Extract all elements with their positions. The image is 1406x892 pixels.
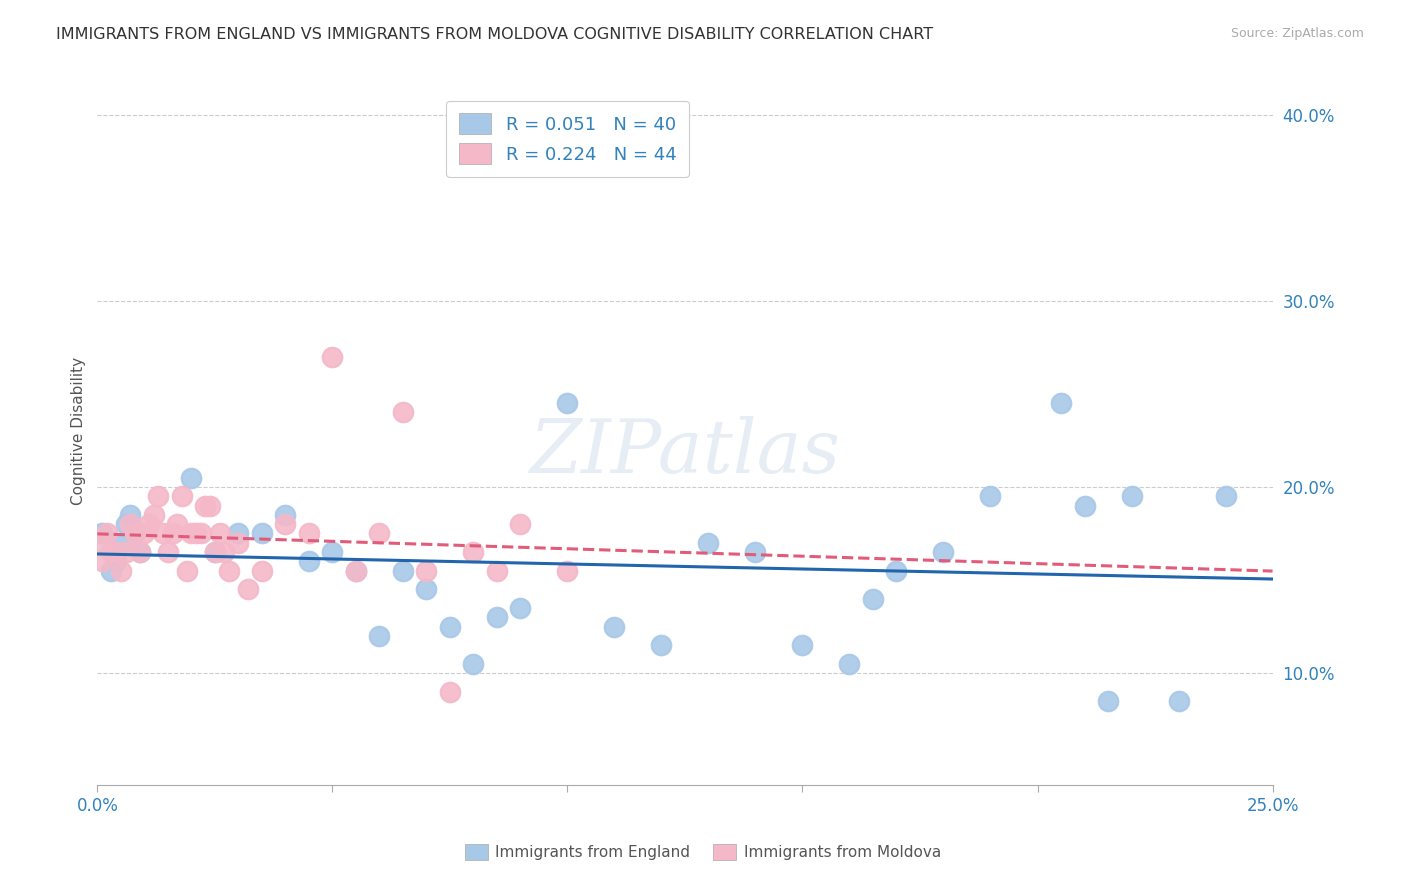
Point [204, 545, 226, 559]
Point [120, 508, 142, 522]
Point [1167, 694, 1189, 708]
Point [886, 564, 908, 578]
Point [170, 489, 193, 503]
Point [321, 545, 343, 559]
Point [650, 638, 672, 652]
Point [697, 535, 720, 549]
Point [110, 564, 132, 578]
Point [218, 564, 240, 578]
Point [509, 517, 531, 532]
Point [236, 582, 259, 597]
Point [1097, 694, 1119, 708]
Point [862, 591, 884, 606]
Point [344, 564, 367, 578]
Point [932, 545, 955, 559]
Point [979, 489, 1001, 503]
Point [228, 526, 250, 541]
Point [114, 545, 136, 559]
Point [463, 545, 485, 559]
Point [91, 554, 114, 568]
Point [485, 564, 508, 578]
Point [298, 526, 321, 541]
Point [124, 526, 146, 541]
Point [91, 526, 114, 541]
Point [114, 517, 136, 532]
Point [392, 564, 415, 578]
Point [214, 545, 236, 559]
Point [463, 657, 485, 671]
Point [274, 517, 297, 532]
Point [190, 526, 212, 541]
Point [204, 545, 226, 559]
Point [1215, 489, 1237, 503]
Point [298, 554, 321, 568]
Point [415, 564, 437, 578]
Point [228, 535, 250, 549]
Point [156, 545, 179, 559]
Point [128, 545, 150, 559]
Point [148, 489, 170, 503]
Point [105, 554, 128, 568]
Point [1121, 489, 1143, 503]
Legend: Immigrants from England, Immigrants from Moldova: Immigrants from England, Immigrants from… [458, 838, 948, 866]
Point [176, 564, 198, 578]
Point [1073, 499, 1095, 513]
Point [100, 564, 122, 578]
Y-axis label: Cognitive Disability: Cognitive Disability [72, 357, 86, 505]
Point [392, 405, 415, 419]
Point [250, 526, 273, 541]
Point [557, 564, 579, 578]
Point [368, 629, 391, 643]
Point [120, 517, 142, 532]
Point [128, 545, 150, 559]
Point [184, 526, 207, 541]
Point [96, 526, 118, 541]
Point [1050, 396, 1073, 410]
Legend: R = 0.051   N = 40, R = 0.224   N = 44: R = 0.051 N = 40, R = 0.224 N = 44 [446, 101, 689, 177]
Point [198, 499, 221, 513]
Point [603, 619, 626, 633]
Point [180, 526, 202, 541]
Point [208, 526, 231, 541]
Point [792, 638, 814, 652]
Point [415, 582, 437, 597]
Point [439, 619, 461, 633]
Point [100, 545, 122, 559]
Point [744, 545, 766, 559]
Point [105, 545, 128, 559]
Point [250, 564, 273, 578]
Text: IMMIGRANTS FROM ENGLAND VS IMMIGRANTS FROM MOLDOVA COGNITIVE DISABILITY CORRELAT: IMMIGRANTS FROM ENGLAND VS IMMIGRANTS FR… [56, 27, 934, 42]
Point [162, 526, 184, 541]
Point [110, 535, 132, 549]
Point [124, 526, 146, 541]
Point [138, 517, 160, 532]
Point [134, 526, 156, 541]
Point [91, 535, 114, 549]
Text: Source: ZipAtlas.com: Source: ZipAtlas.com [1230, 27, 1364, 40]
Point [344, 564, 367, 578]
Point [152, 526, 174, 541]
Point [166, 517, 188, 532]
Point [509, 601, 531, 615]
Point [274, 508, 297, 522]
Point [838, 657, 860, 671]
Point [142, 508, 165, 522]
Point [180, 470, 202, 484]
Text: ZIPatlas: ZIPatlas [530, 416, 841, 489]
Point [557, 396, 579, 410]
Point [368, 526, 391, 541]
Point [194, 499, 217, 513]
Point [321, 350, 343, 364]
Point [485, 610, 508, 624]
Point [439, 684, 461, 698]
